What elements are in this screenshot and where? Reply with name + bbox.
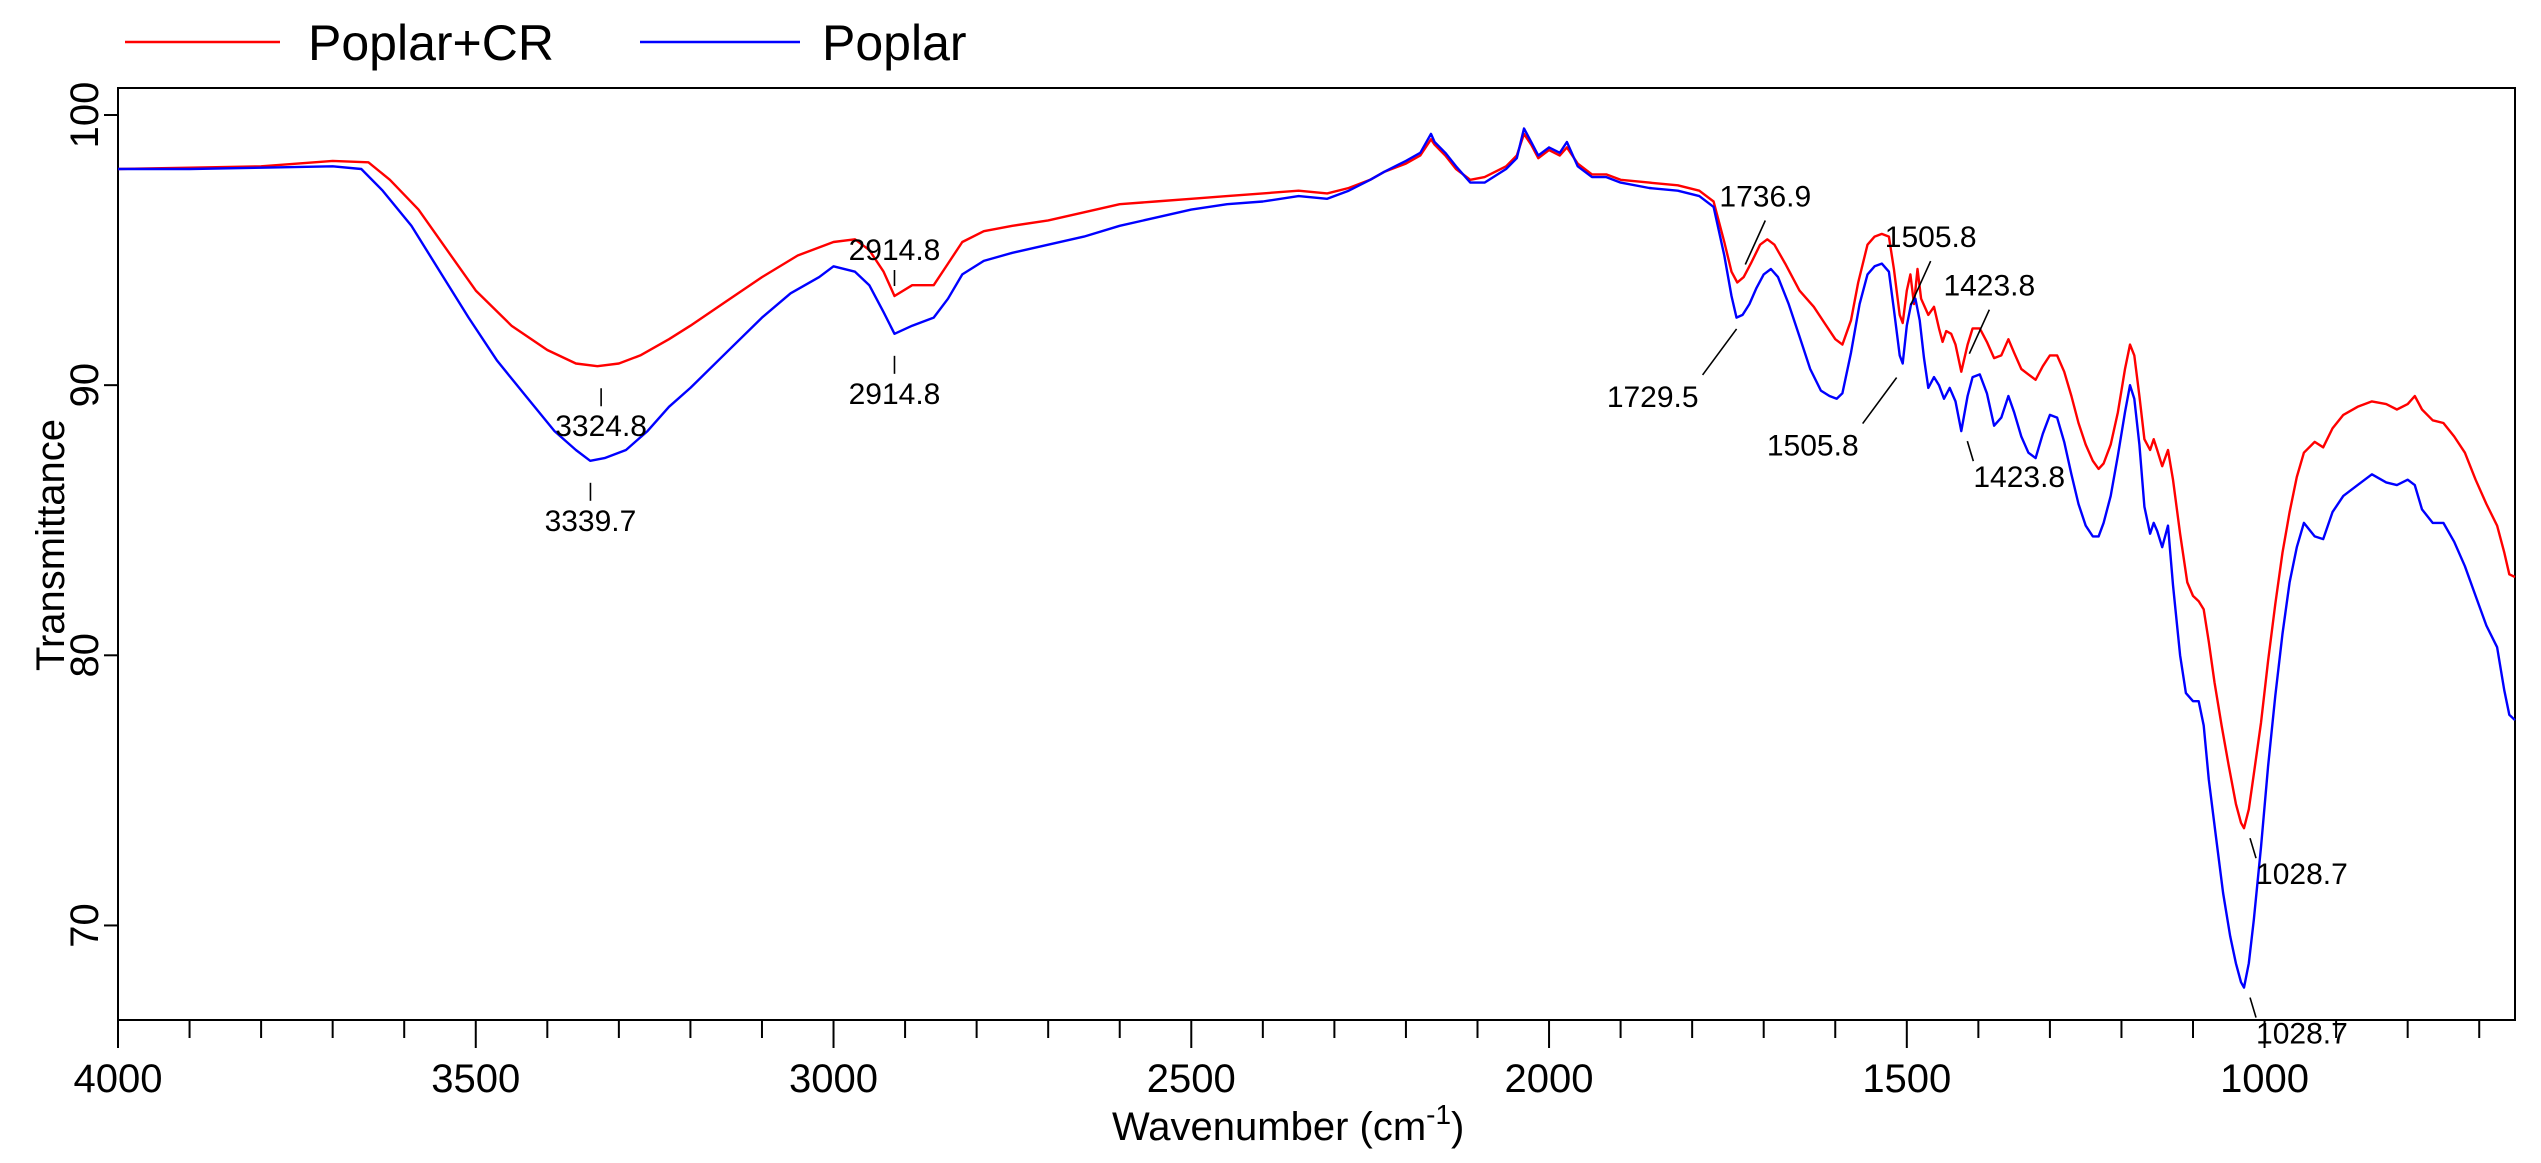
series-layer xyxy=(117,127,2516,989)
annotation-label: 1028.7 xyxy=(2256,858,2348,891)
annotation-leader xyxy=(1744,220,1767,265)
y-tick-label: 100 xyxy=(63,82,107,149)
legend-label-poplar-cr: Poplar+CR xyxy=(308,15,554,71)
annotation-label: 3324.8 xyxy=(555,410,647,443)
annotation-leader xyxy=(1968,309,1991,354)
series-line-poplar-cr xyxy=(117,132,2516,830)
annotation-label: 1505.8 xyxy=(1885,221,1977,254)
y-tick-label: 90 xyxy=(63,363,107,408)
y-tick-label: 70 xyxy=(63,903,107,948)
x-tick-label: 1500 xyxy=(1862,1057,1951,1101)
annotation-leader xyxy=(1862,377,1898,425)
annotation-leader xyxy=(1966,440,1975,462)
series-line-poplar xyxy=(118,127,2516,989)
annotation-label: 1736.9 xyxy=(1719,181,1811,214)
x-tick-label: 4000 xyxy=(74,1057,163,1101)
x-tick-label: 3500 xyxy=(431,1057,520,1101)
y-axis: 70 80 90 100 xyxy=(63,82,118,948)
annotation-leader xyxy=(1909,260,1932,306)
x-tick-label: 1000 xyxy=(2220,1057,2309,1101)
y-tick-label: 80 xyxy=(63,633,107,678)
annotation-label: 1423.8 xyxy=(1973,461,2065,494)
annotation-label: 2914.8 xyxy=(849,234,941,267)
x-tick-label: 2500 xyxy=(1147,1057,1236,1101)
x-axis-title-sup: -1 xyxy=(1426,1099,1451,1130)
x-axis-title-close: ) xyxy=(1451,1105,1464,1149)
legend: Poplar+CR Poplar xyxy=(125,15,967,71)
annotation-label: 3339.7 xyxy=(545,505,637,538)
x-axis-title: Wavenumber (cm-1) xyxy=(1112,1099,1464,1149)
annotation-layer: 3324.8 3339.7 2914.8 2914.8 1736.9 1729.5 1505… xyxy=(545,181,2348,1051)
legend-label-poplar: Poplar xyxy=(822,15,967,71)
x-axis-title-main: Wavenumber (cm xyxy=(1112,1105,1426,1149)
annotation-label: 1028.7 xyxy=(2256,1018,2348,1051)
x-tick-label: 3000 xyxy=(789,1057,878,1101)
annotation-label: 1423.8 xyxy=(1943,270,2035,303)
annotation-label: 2914.8 xyxy=(849,378,941,411)
annotation-leader xyxy=(2249,997,2257,1018)
annotation-label: 1505.8 xyxy=(1767,430,1859,463)
annotation-label: 1729.5 xyxy=(1607,381,1699,414)
x-axis: 4000 3500 3000 2500 2000 1500 1000 xyxy=(74,1020,2481,1101)
annotation-leader xyxy=(1701,328,1738,376)
y-axis-title: Transmittance xyxy=(29,419,73,671)
x-tick-label: 2000 xyxy=(1505,1057,1594,1101)
annotation-leader xyxy=(2249,837,2257,859)
plot-frame xyxy=(117,87,2516,1021)
